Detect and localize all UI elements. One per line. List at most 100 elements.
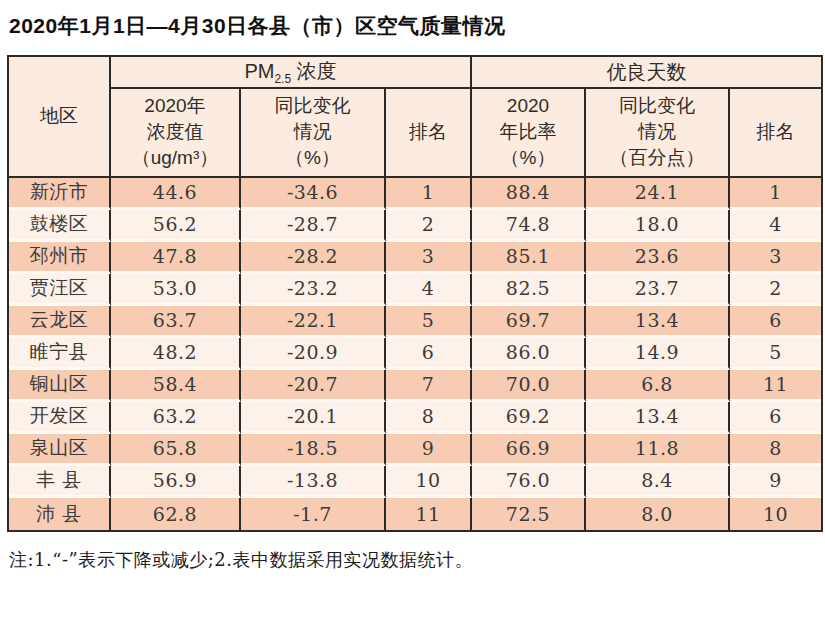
pm-label: PM xyxy=(244,60,274,82)
region-cell: 开发区 xyxy=(9,402,111,434)
good-rank-cell: 10 xyxy=(730,498,821,530)
pm25-group-header: PM2.5 浓度 xyxy=(111,57,472,89)
region-cell: 睢宁县 xyxy=(9,338,111,370)
pm-concentration-cell: 63.7 xyxy=(111,306,241,338)
pm-rank-cell: 3 xyxy=(386,242,472,274)
pm-rank-cell: 4 xyxy=(386,274,472,306)
pm-change-cell: -13.8 xyxy=(241,466,386,498)
pm-concentration-cell: 62.8 xyxy=(111,498,241,530)
group-header-row: 地区 PM2.5 浓度 优良天数 xyxy=(9,57,821,89)
table-row: 鼓楼区 56.2 -28.7 2 74.8 18.0 4 xyxy=(9,210,821,242)
pm-change-header: 同比变化 情况 （%） xyxy=(241,89,386,178)
good-rank-cell: 2 xyxy=(730,274,821,306)
pm-rank-cell: 7 xyxy=(386,370,472,402)
pm-label-suffix: 浓度 xyxy=(291,60,337,82)
good-rank-cell: 6 xyxy=(730,306,821,338)
good-rank-cell: 9 xyxy=(730,466,821,498)
good-rank-cell: 6 xyxy=(730,402,821,434)
pm-rank-header: 排名 xyxy=(386,89,472,178)
table-row: 邳州市 47.8 -28.2 3 85.1 23.6 3 xyxy=(9,242,821,274)
pm-concentration-cell: 58.4 xyxy=(111,370,241,402)
good-rate-cell: 85.1 xyxy=(472,242,586,274)
pm-rank-cell: 8 xyxy=(386,402,472,434)
good-change-cell: 23.6 xyxy=(586,242,730,274)
pm-concentration-cell: 53.0 xyxy=(111,274,241,306)
good-rate-cell: 74.8 xyxy=(472,210,586,242)
page: 2020年1月1日—4月30日各县（市）区空气质量情况 地区 PM2.5 浓度 … xyxy=(0,0,825,620)
sub-header-row: 2020年 浓度值 （ug/m³） 同比变化 情况 （%） 排名 2020 年比… xyxy=(9,89,821,178)
good-rate-cell: 66.9 xyxy=(472,434,586,466)
table-row: 云龙区 63.7 -22.1 5 69.7 13.4 6 xyxy=(9,306,821,338)
region-cell: 新沂市 xyxy=(9,178,111,210)
good-change-cell: 8.0 xyxy=(586,498,730,530)
region-cell: 丰 县 xyxy=(9,466,111,498)
region-cell: 云龙区 xyxy=(9,306,111,338)
pm-rank-cell: 6 xyxy=(386,338,472,370)
pm-rank-cell: 1 xyxy=(386,178,472,210)
table-row: 新沂市 44.6 -34.6 1 88.4 24.1 1 xyxy=(9,178,821,210)
region-cell: 贾汪区 xyxy=(9,274,111,306)
good-rate-cell: 82.5 xyxy=(472,274,586,306)
table-row: 开发区 63.2 -20.1 8 69.2 13.4 6 xyxy=(9,402,821,434)
table-row: 沛 县 62.8 -1.7 11 72.5 8.0 10 xyxy=(9,498,821,530)
good-rate-cell: 76.0 xyxy=(472,466,586,498)
good-change-cell: 13.4 xyxy=(586,402,730,434)
pm-value-header: 2020年 浓度值 （ug/m³） xyxy=(111,89,241,178)
pm-concentration-cell: 63.2 xyxy=(111,402,241,434)
good-days-group-header: 优良天数 xyxy=(472,57,821,89)
good-rank-cell: 5 xyxy=(730,338,821,370)
good-rate-cell: 86.0 xyxy=(472,338,586,370)
good-rank-cell: 11 xyxy=(730,370,821,402)
pm-concentration-cell: 44.6 xyxy=(111,178,241,210)
good-rank-header: 排名 xyxy=(730,89,821,178)
good-rank-cell: 4 xyxy=(730,210,821,242)
good-rate-cell: 69.2 xyxy=(472,402,586,434)
table-row: 丰 县 56.9 -13.8 10 76.0 8.4 9 xyxy=(9,466,821,498)
pm-rank-cell: 2 xyxy=(386,210,472,242)
pm-rank-cell: 10 xyxy=(386,466,472,498)
pm-concentration-cell: 56.2 xyxy=(111,210,241,242)
pm-concentration-cell: 56.9 xyxy=(111,466,241,498)
pm-concentration-cell: 65.8 xyxy=(111,434,241,466)
pm-rank-cell: 11 xyxy=(386,498,472,530)
good-change-cell: 13.4 xyxy=(586,306,730,338)
footnote: 注:1.“-”表示下降或减少;2.表中数据采用实况数据统计。 xyxy=(9,548,819,572)
good-change-cell: 11.8 xyxy=(586,434,730,466)
pm-subscript: 2.5 xyxy=(274,72,291,86)
good-change-cell: 14.9 xyxy=(586,338,730,370)
good-rate-cell: 69.7 xyxy=(472,306,586,338)
pm-change-cell: -28.7 xyxy=(241,210,386,242)
air-quality-table: 地区 PM2.5 浓度 优良天数 2020年 浓度值 （ug/m³） 同比变化 … xyxy=(7,55,823,532)
pm-change-cell: -22.1 xyxy=(241,306,386,338)
good-rate-cell: 72.5 xyxy=(472,498,586,530)
good-rank-cell: 8 xyxy=(730,434,821,466)
good-rank-cell: 1 xyxy=(730,178,821,210)
pm-change-cell: -28.2 xyxy=(241,242,386,274)
good-change-header: 同比变化 情况 （百分点） xyxy=(586,89,730,178)
pm-change-cell: -34.6 xyxy=(241,178,386,210)
good-rank-cell: 3 xyxy=(730,242,821,274)
table-row: 泉山区 65.8 -18.5 9 66.9 11.8 8 xyxy=(9,434,821,466)
region-cell: 鼓楼区 xyxy=(9,210,111,242)
good-change-cell: 8.4 xyxy=(586,466,730,498)
pm-change-cell: -1.7 xyxy=(241,498,386,530)
pm-change-cell: -20.9 xyxy=(241,338,386,370)
pm-concentration-cell: 48.2 xyxy=(111,338,241,370)
region-cell: 沛 县 xyxy=(9,498,111,530)
region-cell: 邳州市 xyxy=(9,242,111,274)
good-change-cell: 23.7 xyxy=(586,274,730,306)
pm-change-cell: -23.2 xyxy=(241,274,386,306)
pm-change-cell: -20.1 xyxy=(241,402,386,434)
good-change-cell: 18.0 xyxy=(586,210,730,242)
pm-rank-cell: 9 xyxy=(386,434,472,466)
pm-change-cell: -20.7 xyxy=(241,370,386,402)
region-cell: 泉山区 xyxy=(9,434,111,466)
region-cell: 铜山区 xyxy=(9,370,111,402)
table-row: 贾汪区 53.0 -23.2 4 82.5 23.7 2 xyxy=(9,274,821,306)
good-rate-cell: 88.4 xyxy=(472,178,586,210)
pm-change-cell: -18.5 xyxy=(241,434,386,466)
good-rate-cell: 70.0 xyxy=(472,370,586,402)
region-header: 地区 xyxy=(9,57,111,178)
good-change-cell: 24.1 xyxy=(586,178,730,210)
page-title: 2020年1月1日—4月30日各县（市）区空气质量情况 xyxy=(9,12,819,40)
